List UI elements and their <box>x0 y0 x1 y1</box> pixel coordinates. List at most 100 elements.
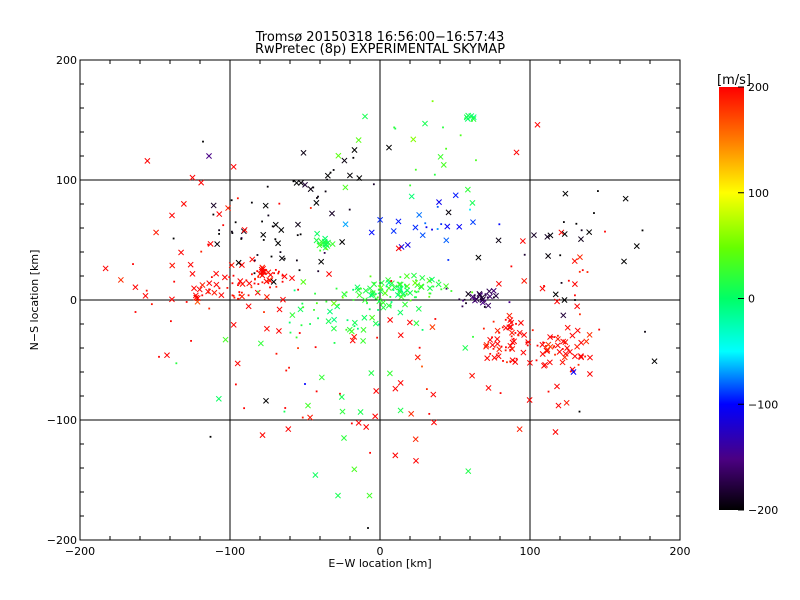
data-point-x <box>578 354 585 361</box>
data-point-x <box>213 270 220 277</box>
data-point-x <box>554 342 561 349</box>
data-point-x <box>395 245 402 252</box>
data-point-x <box>354 284 361 291</box>
data-point-x <box>394 291 401 298</box>
data-point-x <box>335 152 342 159</box>
data-point-x <box>312 472 319 479</box>
data-point-x <box>280 296 286 303</box>
data-point-dot <box>325 248 328 250</box>
data-point-x <box>380 304 387 311</box>
data-point-dot <box>584 355 587 358</box>
data-point-x <box>463 114 470 121</box>
data-point-dot <box>283 257 286 260</box>
data-point-dot <box>509 349 512 351</box>
data-point-dot <box>348 208 351 211</box>
data-point-x <box>419 274 426 281</box>
data-point-dot <box>175 362 178 365</box>
data-point-x <box>519 238 526 245</box>
data-point-dot <box>314 346 317 349</box>
data-point-x <box>214 241 221 248</box>
data-point-x <box>178 249 185 256</box>
data-point-dot <box>429 292 432 295</box>
data-point-x <box>406 319 413 326</box>
data-point-dot <box>504 318 507 321</box>
data-point-dot <box>326 178 328 181</box>
data-point-dot <box>368 308 371 311</box>
data-point-x <box>564 345 571 352</box>
data-point-x <box>552 291 559 298</box>
data-point-x <box>539 341 546 348</box>
data-point-dot <box>270 255 273 258</box>
data-point-x <box>507 324 514 330</box>
data-point-dot <box>447 259 450 261</box>
data-point-x <box>544 233 551 240</box>
data-point-dot <box>212 213 215 216</box>
data-point-dot <box>480 292 483 295</box>
x-tick-label: −200 <box>65 545 95 558</box>
data-point-x <box>228 262 235 269</box>
data-point-dot <box>598 328 601 331</box>
data-point-dot <box>296 234 299 237</box>
data-point-x <box>469 199 476 206</box>
data-point-x <box>267 271 274 278</box>
data-point-x <box>561 231 568 238</box>
data-point-dot <box>597 190 599 192</box>
data-point-dot <box>394 127 397 130</box>
data-point-dot <box>234 383 237 386</box>
data-point-dot <box>463 298 466 301</box>
data-point-x <box>483 343 490 350</box>
colorbar-ticks: 200 100 0 −100 −200 <box>738 81 778 517</box>
data-point-dot <box>554 353 556 356</box>
data-point-x <box>262 202 269 209</box>
data-point-dot <box>315 390 318 393</box>
data-point-x <box>189 174 196 181</box>
data-point-dot <box>512 337 515 340</box>
data-point-x <box>554 298 561 305</box>
data-point-x <box>346 326 353 333</box>
data-point-x <box>456 223 463 230</box>
data-point-dot <box>293 289 296 292</box>
data-point-x <box>651 358 658 365</box>
data-point-x <box>216 211 223 218</box>
data-point-x <box>338 394 345 400</box>
data-point-dot <box>353 325 356 328</box>
data-point-x <box>391 284 398 291</box>
data-point-x <box>495 237 502 244</box>
data-point-dot <box>335 287 338 290</box>
data-point-dot <box>241 291 243 294</box>
data-point-x <box>444 223 451 230</box>
data-point-dot <box>523 253 526 256</box>
data-point-x <box>225 205 232 212</box>
data-point-x <box>578 236 584 243</box>
data-point-x <box>144 157 151 164</box>
data-point-x <box>191 285 198 292</box>
data-point-dot <box>371 290 374 293</box>
data-point-x <box>339 239 346 245</box>
data-point-dot <box>209 435 212 438</box>
chart-subtitle: RwPretec (8p) EXPERIMENTAL SKYMAP <box>255 42 505 57</box>
data-point-dot <box>378 300 380 303</box>
data-point-x <box>574 343 581 350</box>
data-point-x <box>427 285 433 292</box>
data-point-dot <box>369 451 372 454</box>
data-point-dot <box>190 339 192 342</box>
data-point-dot <box>471 291 474 294</box>
data-point-x <box>180 200 187 207</box>
data-point-x <box>531 232 537 239</box>
data-point-x <box>351 466 358 473</box>
data-point-dot <box>231 230 233 233</box>
data-point-dot <box>436 205 439 208</box>
data-point-dot <box>514 332 517 334</box>
data-point-dot <box>243 407 246 410</box>
data-point-x <box>562 350 569 357</box>
data-point-dot <box>314 292 316 295</box>
data-point-x <box>237 278 244 285</box>
data-point-dot <box>389 304 392 307</box>
data-point-x <box>520 349 527 356</box>
data-point-dot <box>433 173 436 176</box>
data-point-x <box>211 289 218 296</box>
data-point-dot <box>172 237 175 240</box>
data-point-x <box>360 337 367 344</box>
data-point-x <box>491 354 498 361</box>
data-point-dot <box>465 302 467 305</box>
